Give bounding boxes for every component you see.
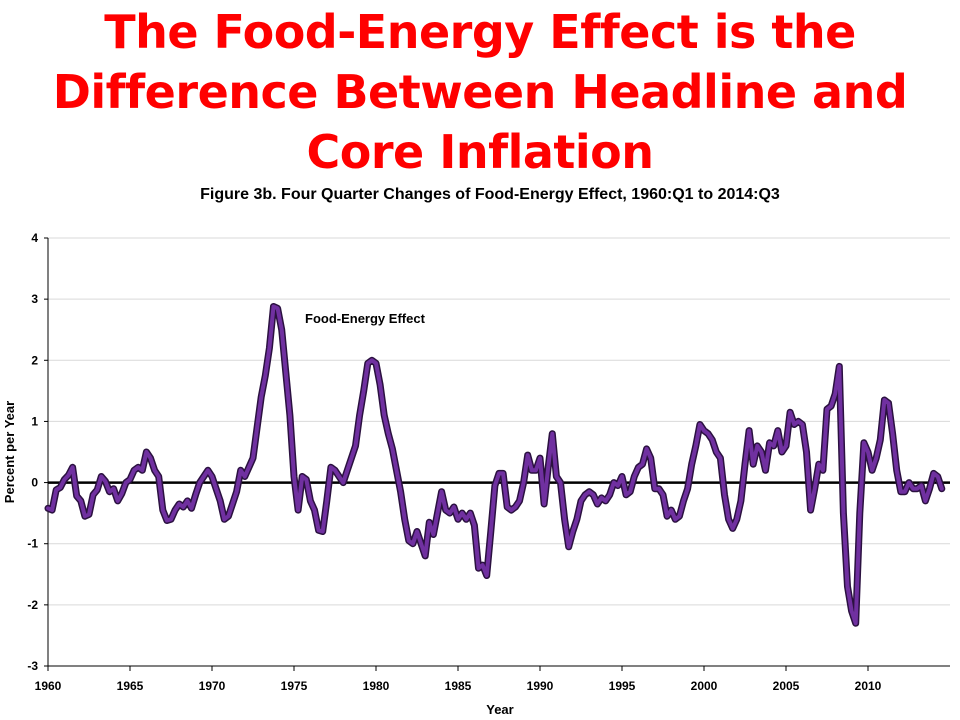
y-tick-label: 2 <box>31 353 38 367</box>
y-tick-label: -1 <box>27 537 38 551</box>
x-tick-label: 1995 <box>609 679 636 693</box>
x-tick-label: 2010 <box>855 679 882 693</box>
y-tick-label: -2 <box>27 598 38 612</box>
series-group <box>44 303 946 627</box>
x-tick-label: 1960 <box>35 679 62 693</box>
x-tick-label: 1975 <box>281 679 308 693</box>
y-tick-label: 0 <box>31 476 38 490</box>
y-tick-label: 1 <box>31 414 38 428</box>
y-tick-label: 4 <box>31 231 38 245</box>
x-tick-label: 1970 <box>199 679 226 693</box>
y-tick-label: -3 <box>27 659 38 673</box>
y-tick-label: 3 <box>31 292 38 306</box>
gridlines <box>47 237 950 667</box>
x-tick-label: 1990 <box>527 679 554 693</box>
slide-title: The Food-Energy Effect is the Difference… <box>0 2 960 182</box>
slide-title-line-3: Core Inflation <box>306 125 654 179</box>
x-axis-title: Year <box>486 702 513 717</box>
slide-title-line-1: The Food-Energy Effect is the <box>104 5 856 59</box>
x-tick-label: 2005 <box>773 679 800 693</box>
x-tick-label: 1985 <box>445 679 472 693</box>
x-tick-labels: 1960 1965 1970 1975 1980 1985 1990 1995 2000 2005… <box>35 666 882 693</box>
x-tick-label: 2000 <box>691 679 718 693</box>
x-tick-label: 1980 <box>363 679 390 693</box>
series-annotation: Food-Energy Effect <box>305 311 426 326</box>
slide-title-line-2: Difference Between Headline and <box>52 65 908 119</box>
y-tick-labels: 4 3 2 1 0 -1 -2 -3 <box>27 231 48 673</box>
chart-title: Figure 3b. Four Quarter Changes of Food-… <box>200 186 780 203</box>
x-tick-label: 1965 <box>117 679 144 693</box>
y-axis-title: Percent per Year <box>2 401 17 503</box>
series-line <box>46 304 944 626</box>
